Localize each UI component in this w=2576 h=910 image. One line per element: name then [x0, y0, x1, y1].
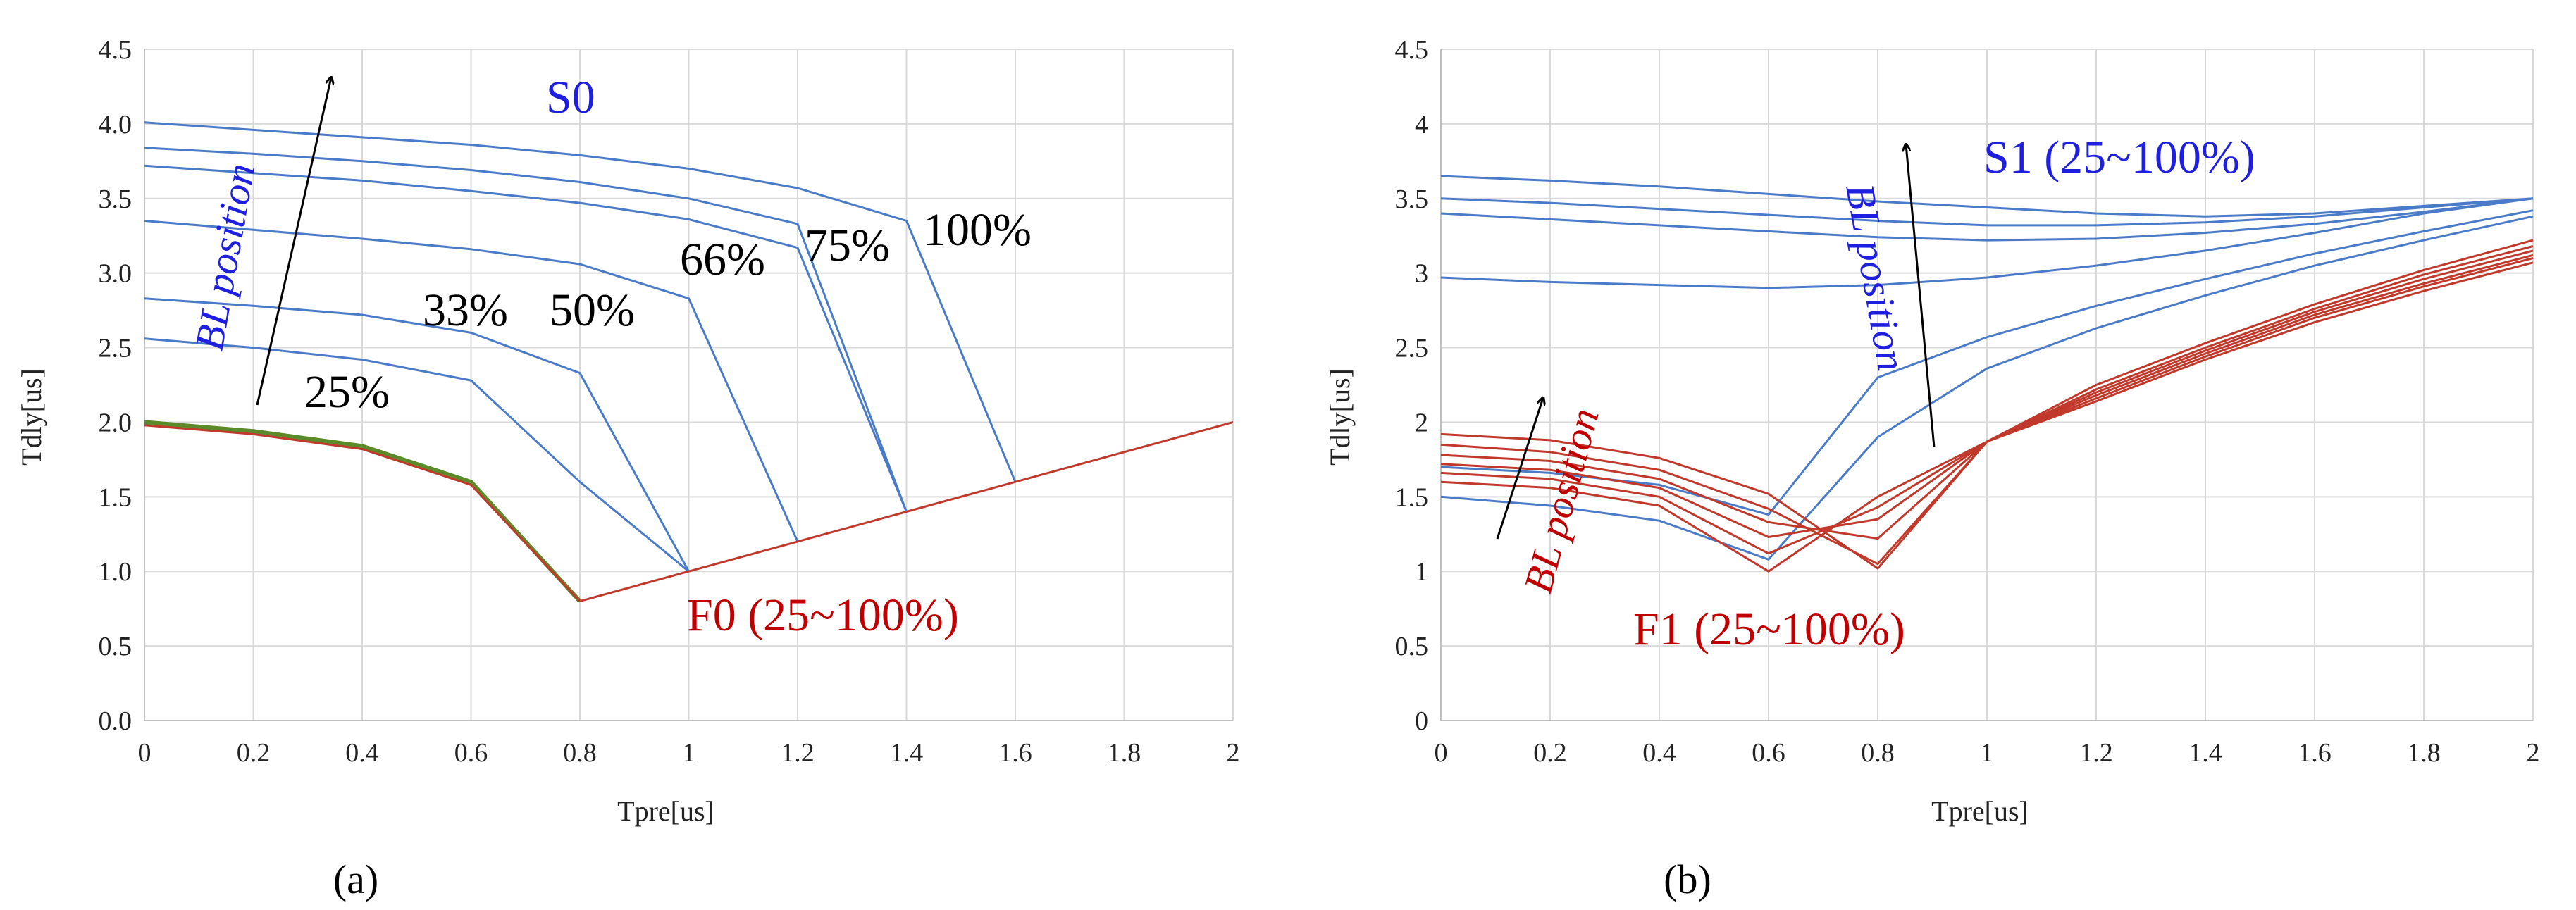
y-tick-label: 3.5 — [99, 185, 132, 214]
y-tick-label: 1.0 — [99, 557, 132, 587]
chart-panel-b: 0 0.2 0.4 0.6 0.8 1 1.2 1.4 1.6 1.8 2 0 0.5 1 1.5 2 2.5 3… — [1324, 35, 2540, 902]
f0-label: F0 (25~100%) — [687, 590, 959, 641]
x-axis-label-a: Tpre[us] — [617, 795, 714, 827]
s0-label: S0 — [546, 72, 595, 123]
y-tick-label: 2.0 — [99, 408, 132, 437]
x-tick-label: 0.4 — [345, 738, 379, 768]
x-tick-label: 1.2 — [2079, 738, 2113, 768]
ticks-b: 0 0.2 0.4 0.6 0.8 1 1.2 1.4 1.6 1.8 2 0 0.5 1 1.5 2 2.5 3… — [1395, 35, 2540, 768]
x-tick-label: 1.4 — [890, 738, 924, 768]
y-tick-label: 4.5 — [1395, 35, 1429, 65]
pct-33-label: 33% — [423, 285, 508, 336]
s1-label: S1 (25~100%) — [1983, 132, 2255, 183]
y-tick-label: 2 — [1415, 408, 1428, 437]
x-tick-label: 0.8 — [1861, 738, 1895, 768]
x-tick-label: 1.8 — [1108, 738, 1141, 768]
bl-position-label-b-blue: BL position — [1837, 180, 1915, 374]
y-tick-label: 1 — [1415, 557, 1428, 587]
bl-position-label-a: BL position — [186, 160, 264, 354]
y-tick-label: 4 — [1415, 110, 1428, 139]
x-tick-label: 0.4 — [1642, 738, 1676, 768]
grid-b — [1440, 49, 2534, 721]
series-line-s0-75- — [144, 147, 908, 513]
x-tick-label: 1.2 — [781, 738, 815, 768]
series-line-s0-33- — [144, 297, 690, 572]
axes-b — [1440, 49, 2533, 721]
y-tick-label: 3 — [1415, 259, 1428, 289]
series-line-s0-66- — [144, 164, 908, 513]
x-tick-label: 0 — [1435, 738, 1448, 768]
y-tick-label: 0.5 — [99, 632, 132, 661]
y-tick-label: 2.5 — [99, 334, 132, 363]
x-tick-label: 2 — [1227, 738, 1240, 768]
f1-label: F1 (25~100%) — [1633, 604, 1905, 655]
x-tick-label: 2 — [2527, 738, 2540, 768]
x-tick-label: 0.2 — [1533, 738, 1567, 768]
x-tick-label: 0.8 — [563, 738, 597, 768]
x-axis-label-b: Tpre[us] — [1931, 795, 2029, 827]
bl-position-arrow-a — [256, 77, 331, 406]
y-axis-label-b: Tdly[us] — [1324, 368, 1356, 466]
pct-66-label: 66% — [680, 234, 765, 285]
x-tick-label: 0.6 — [454, 738, 488, 768]
x-tick-label: 0 — [138, 738, 151, 768]
series-line-s1-d — [1440, 197, 2534, 289]
panel-label-b: (b) — [1664, 856, 1711, 902]
series-b — [1440, 175, 2534, 573]
series-line-s0-50- — [144, 220, 799, 542]
x-tick-label: 1.4 — [2188, 738, 2222, 768]
bl-position-label-b-red: BL position — [1515, 404, 1608, 598]
series-line-s1-a — [1440, 175, 2534, 218]
y-axis-label-a: Tdly[us] — [16, 368, 47, 466]
y-tick-label: 0.5 — [1395, 632, 1429, 661]
y-tick-label: 4.0 — [99, 110, 132, 139]
chart-panel-a: 0 0.2 0.4 0.6 0.8 1 1.2 1.4 1.6 1.8 2 0.0 0.5 1.0 1.5 2… — [16, 35, 1240, 902]
y-tick-label: 3.5 — [1395, 185, 1429, 214]
panel-label-a: (a) — [333, 856, 378, 902]
y-tick-label: 1.5 — [99, 482, 132, 512]
series-line-s1-c — [1440, 197, 2534, 242]
y-tick-label: 3.0 — [99, 259, 132, 289]
axes-a — [144, 49, 1233, 721]
x-tick-label: 1 — [682, 738, 695, 768]
series-line-s0-25- — [144, 337, 690, 573]
series-line-s1-f — [1440, 215, 2534, 561]
pct-100-label: 100% — [923, 204, 1032, 256]
y-tick-label: 2.5 — [1395, 334, 1429, 363]
pct-50-label: 50% — [550, 285, 635, 336]
series-line-f0-green — [144, 420, 582, 603]
x-tick-label: 1 — [1981, 738, 1994, 768]
x-tick-label: 0.2 — [237, 738, 271, 768]
series-line-f1-f — [1440, 261, 2534, 573]
x-tick-label: 1.8 — [2407, 738, 2441, 768]
series-line-f0-25-100- — [144, 420, 1234, 603]
series-line-s1-b — [1440, 197, 2534, 227]
series-a — [144, 121, 1234, 603]
y-tick-label: 1.5 — [1395, 482, 1429, 512]
y-tick-label: 0.0 — [99, 706, 132, 736]
bl-position-arrow-b-blue — [1906, 144, 1936, 448]
x-tick-label: 1.6 — [998, 738, 1032, 768]
series-line-s0-100- — [144, 121, 1017, 482]
ticks-a: 0 0.2 0.4 0.6 0.8 1 1.2 1.4 1.6 1.8 2 0.0 0.5 1.0 1.5 2… — [99, 35, 1240, 768]
bl-position-arrow-b-red — [1496, 398, 1543, 540]
y-tick-label: 4.5 — [99, 35, 132, 65]
pct-25-label: 25% — [304, 366, 390, 418]
pct-75-label: 75% — [805, 220, 890, 271]
x-tick-label: 0.6 — [1752, 738, 1785, 768]
y-tick-label: 0 — [1415, 706, 1428, 736]
x-tick-label: 1.6 — [2298, 738, 2332, 768]
